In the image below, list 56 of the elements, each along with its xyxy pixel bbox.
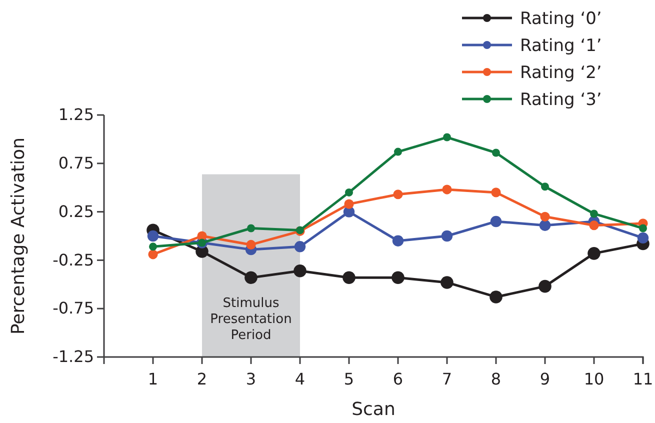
point [492, 148, 500, 157]
point [247, 224, 255, 232]
x-tick-label: 6 [392, 370, 404, 389]
point [442, 184, 452, 194]
x-tick-label: 1 [148, 370, 158, 389]
point [393, 190, 403, 200]
point [589, 220, 599, 230]
point [294, 264, 306, 278]
point [392, 271, 404, 284]
x-tick-label: 2 [196, 370, 208, 389]
point [148, 250, 158, 260]
point [440, 276, 454, 289]
y-tick-label: -1.25 [52, 347, 94, 366]
point [394, 148, 402, 156]
point [639, 224, 647, 232]
y-tick-label: -0.75 [52, 298, 94, 318]
y-tick-label: -0.25 [52, 250, 94, 270]
legend-label: Rating ‘2’ [520, 63, 602, 83]
point [541, 182, 549, 191]
legend-label: Rating ‘0’ [520, 9, 602, 29]
band-label: Stimulus Presentation Period [210, 296, 292, 343]
legend-label: Rating ‘1’ [520, 36, 602, 56]
legend-label: Rating ‘3’ [520, 90, 602, 110]
point [342, 271, 356, 284]
point [540, 212, 550, 222]
y-tick-label: 0.75 [58, 154, 94, 173]
y-tick-label: 1.25 [58, 105, 94, 124]
x-axis-title: Scan [352, 399, 396, 420]
x-tick-label: 5 [344, 370, 354, 389]
point [539, 220, 551, 231]
x-tick-label: 8 [490, 370, 502, 389]
point [538, 280, 552, 293]
point [637, 232, 649, 244]
point [244, 271, 258, 284]
point [590, 210, 598, 218]
x-tick-label: 11 [632, 370, 654, 389]
point [147, 230, 159, 242]
point [441, 230, 453, 242]
y-axis-title: Percentage Activation [8, 137, 29, 335]
point [294, 241, 306, 252]
point [149, 242, 157, 251]
point [490, 216, 502, 228]
x-tick-label: 9 [540, 370, 550, 389]
x-tick-label: 7 [442, 370, 452, 389]
x-tick-label: 4 [294, 370, 306, 389]
point [246, 240, 256, 250]
point [490, 290, 502, 304]
y-tick-label: 0.25 [58, 202, 94, 221]
point [392, 235, 404, 246]
point [491, 188, 501, 198]
point [443, 133, 451, 142]
point [344, 199, 354, 209]
x-tick-label: 3 [246, 370, 256, 389]
point [345, 188, 353, 196]
x-tick-label: 10 [584, 370, 604, 389]
point [588, 247, 600, 260]
